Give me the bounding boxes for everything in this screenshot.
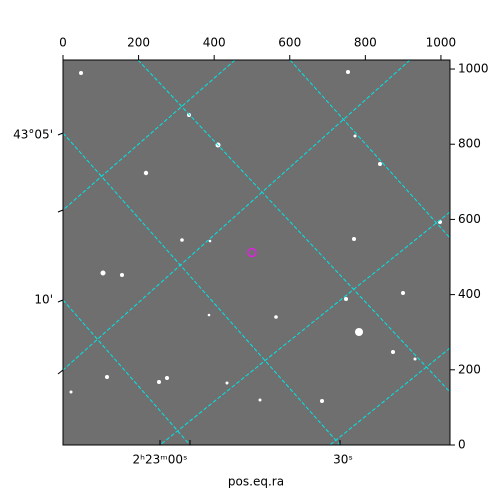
y-tick-label: 200	[458, 362, 481, 376]
x-tick-label: 600	[278, 36, 301, 50]
x-tick-label: 400	[203, 36, 226, 50]
ra-tick-label: 30ˢ	[333, 453, 353, 467]
stars	[69, 70, 442, 403]
x-axis-label: pos.eq.ra	[228, 475, 284, 489]
x-tick-label: 800	[354, 36, 377, 50]
y-tick-label: 1000	[458, 62, 489, 76]
y-tick-label: 600	[458, 212, 481, 226]
world-ticks	[57, 132, 341, 445]
y-tick-label: 0	[458, 438, 466, 452]
target-marker	[247, 247, 257, 258]
ra-tick-label: 2ʰ23ᵐ00ˢ	[133, 453, 188, 467]
y-tick-label: 400	[458, 287, 481, 301]
world-grid	[63, 60, 450, 445]
frame	[62, 59, 451, 446]
x-tick-label: 0	[59, 36, 67, 50]
dec-tick-label: 10'	[34, 293, 53, 307]
x-tick-label: 1000	[426, 36, 457, 50]
y-tick-label: 800	[458, 137, 481, 151]
x-tick-label: 200	[127, 36, 150, 50]
dec-tick-label: 43°05'	[13, 128, 53, 142]
